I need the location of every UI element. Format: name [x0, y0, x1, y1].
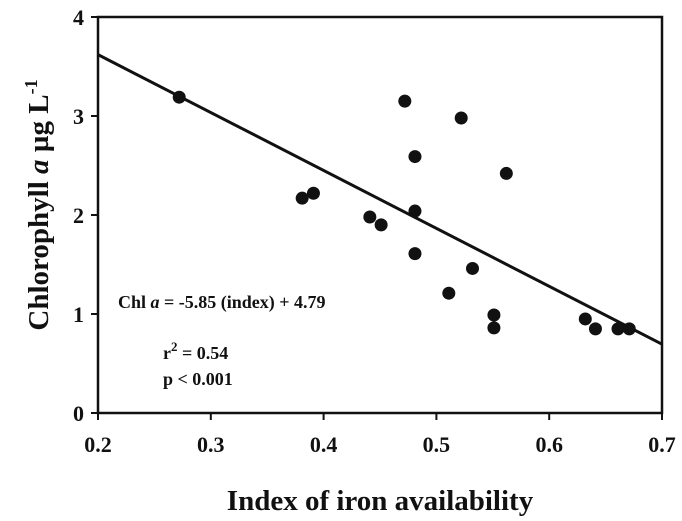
- p-value-label: p < 0.001: [163, 369, 233, 389]
- data-point: [487, 308, 501, 322]
- data-point: [465, 261, 479, 275]
- y-tick-label: 4: [73, 5, 84, 30]
- regression-equation: Chl a = -5.85 (index) + 4.79: [118, 292, 326, 313]
- data-point: [306, 186, 320, 200]
- regression-line: [97, 53, 663, 346]
- data-point: [588, 322, 602, 336]
- data-point: [408, 150, 422, 164]
- data-point: [487, 321, 501, 335]
- y-axis-ticks: 0 1 2 3 4: [73, 5, 98, 426]
- data-points: [172, 90, 636, 336]
- x-tick-label: 0.6: [535, 432, 563, 457]
- data-point: [442, 286, 456, 300]
- data-point: [611, 322, 625, 336]
- x-axis-title: Index of iron availability: [227, 485, 534, 517]
- y-tick-label: 1: [73, 302, 84, 327]
- x-tick-label: 0.4: [310, 432, 338, 457]
- data-point: [578, 312, 592, 326]
- data-point: [295, 191, 309, 205]
- data-point: [408, 247, 422, 261]
- data-point: [172, 90, 186, 104]
- x-tick-label: 0.2: [84, 432, 112, 457]
- y-tick-label: 3: [73, 104, 84, 129]
- x-axis-ticks: 0.2 0.3 0.4 0.5 0.6 0.7: [84, 413, 676, 457]
- x-tick-label: 0.5: [423, 432, 451, 457]
- y-tick-label: 2: [73, 203, 84, 228]
- r-squared-label: r2 = 0.54: [163, 339, 228, 363]
- y-tick-label: 0: [73, 401, 84, 426]
- x-tick-label: 0.7: [648, 432, 676, 457]
- data-point: [499, 166, 513, 180]
- data-point: [363, 210, 377, 224]
- data-point: [408, 204, 422, 218]
- data-point: [398, 94, 412, 108]
- y-axis-title: Chlorophyll a µg L-1: [21, 79, 55, 330]
- data-point: [454, 111, 468, 125]
- x-tick-label: 0.3: [197, 432, 225, 457]
- data-point: [374, 218, 388, 232]
- data-point: [622, 322, 636, 336]
